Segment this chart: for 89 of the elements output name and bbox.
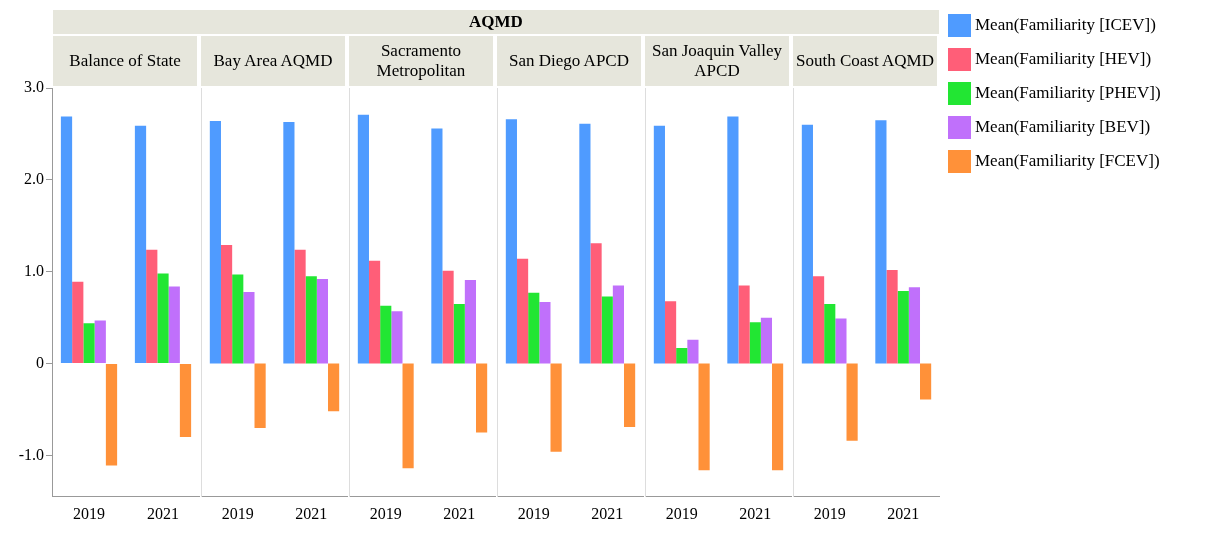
bar — [738, 285, 750, 364]
bar — [528, 292, 540, 364]
bar — [209, 121, 221, 364]
bar — [60, 116, 73, 364]
bar — [105, 364, 118, 466]
chart-title: San Joaquin Valley APCD — [645, 36, 789, 86]
legend-label: Mean(Familiarity [BEV]) — [975, 117, 1151, 137]
x-tick-label: 2021 — [295, 504, 328, 522]
bar — [464, 280, 477, 364]
bar — [590, 243, 602, 364]
bar — [897, 291, 909, 364]
text: AQMD — [53, 10, 939, 34]
x-tick-label: 2019 — [221, 504, 254, 522]
bar — [357, 114, 369, 364]
bar — [908, 287, 921, 364]
bar — [801, 124, 813, 364]
bar — [772, 363, 784, 471]
chart-title: Sacramento Metropolitan — [349, 36, 493, 86]
x-tick-label: 2021 — [887, 504, 920, 522]
bar — [760, 317, 773, 364]
bar — [698, 363, 710, 471]
legend-label: Mean(Familiarity [FCEV]) — [975, 151, 1160, 171]
y-tick-label: 0 — [36, 353, 44, 371]
x-tick-label: 2019 — [813, 504, 846, 522]
bar — [380, 305, 392, 364]
bar — [664, 301, 677, 364]
bar — [505, 119, 517, 364]
bar — [749, 322, 761, 364]
bar — [601, 296, 613, 364]
bar — [476, 363, 488, 433]
bar — [316, 279, 329, 364]
x-tick-label: 2019 — [369, 504, 402, 522]
y-tick-label: -1.0 — [18, 445, 44, 463]
bar — [94, 320, 106, 364]
bar — [391, 311, 403, 364]
bar — [846, 363, 858, 441]
bar — [168, 286, 180, 364]
chart-title: San Diego APCD — [497, 36, 641, 86]
bar — [328, 363, 340, 412]
bar — [653, 125, 665, 364]
bar — [624, 363, 636, 427]
chart-title: Balance of State — [53, 36, 197, 86]
y-tick-label: 3.0 — [24, 78, 44, 96]
bar — [612, 285, 625, 364]
bar — [442, 270, 454, 364]
bar — [368, 260, 381, 364]
bar — [179, 364, 192, 438]
y-tick-label: 2.0 — [24, 170, 44, 188]
legend-label: Mean(Familiarity [ICEV]) — [975, 15, 1156, 35]
bar — [220, 245, 233, 364]
chart-title: Bay Area AQMD — [201, 36, 345, 86]
x-tick-label: 2019 — [517, 504, 550, 522]
bar — [835, 318, 847, 364]
x-tick-label: 2021 — [147, 504, 179, 522]
bar — [687, 339, 699, 364]
bar — [254, 363, 266, 428]
bar — [920, 363, 932, 400]
x-tick-label: 2019 — [665, 504, 698, 522]
bar — [402, 363, 414, 469]
bar — [875, 120, 887, 364]
bar — [243, 291, 255, 364]
bar — [83, 323, 95, 364]
legend-label: Mean(Familiarity [PHEV]) — [975, 83, 1161, 103]
bar — [812, 276, 825, 364]
bar — [283, 121, 295, 364]
bar — [550, 363, 562, 452]
bar — [579, 123, 591, 364]
bar — [727, 116, 739, 364]
legend-label: Mean(Familiarity [HEV]) — [975, 49, 1152, 69]
bar — [824, 303, 836, 364]
bar — [453, 303, 465, 364]
bar — [232, 274, 244, 364]
bar — [294, 249, 306, 364]
bar — [72, 281, 84, 364]
x-tick-label: 2019 — [73, 504, 105, 522]
x-tick-label: 2021 — [591, 504, 624, 522]
bar — [305, 276, 317, 364]
bar — [886, 269, 898, 364]
chart-title: South Coast AQMD — [793, 36, 937, 86]
bar — [146, 249, 158, 364]
bar — [676, 347, 688, 364]
bar — [157, 273, 169, 364]
bar — [134, 125, 147, 364]
bar — [431, 128, 443, 364]
y-tick-label: 1.0 — [24, 261, 44, 279]
bar — [516, 258, 529, 364]
x-tick-label: 2021 — [443, 504, 476, 522]
bar — [539, 302, 551, 364]
x-tick-label: 2021 — [739, 504, 772, 522]
